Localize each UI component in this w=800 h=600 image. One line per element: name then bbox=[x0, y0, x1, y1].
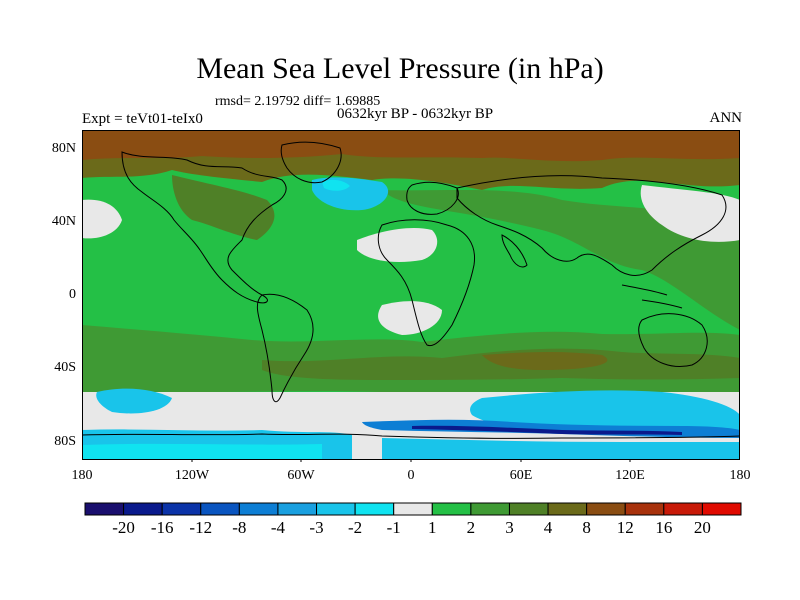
coast-india bbox=[501, 234, 528, 268]
colorbar-label: -16 bbox=[150, 518, 174, 537]
colorbar-label: -20 bbox=[112, 518, 135, 537]
coast-australia bbox=[638, 313, 708, 367]
field-atl-low-core bbox=[322, 179, 350, 191]
field-eurasia bbox=[382, 190, 740, 330]
experiment-label: Expt = teVt01-teIx0 bbox=[82, 111, 203, 127]
lat-label: 80N bbox=[51, 141, 76, 156]
colorbar-label: 3 bbox=[505, 518, 514, 537]
coast-antarctica bbox=[82, 433, 740, 439]
field-antarctica-east bbox=[382, 438, 740, 460]
lon-label: 120W bbox=[174, 468, 210, 483]
field-namerica bbox=[172, 175, 275, 240]
field-npac-east bbox=[640, 185, 740, 242]
colorbar-label: -2 bbox=[348, 518, 363, 537]
coast-north-america bbox=[121, 151, 287, 304]
coast-greenland bbox=[280, 141, 342, 184]
field-npac-west bbox=[82, 199, 122, 239]
colorbar-swatch bbox=[393, 502, 433, 516]
colorbar bbox=[84, 502, 742, 516]
stats-text: rmsd= 2.19792 diff= 1.69885 bbox=[215, 94, 381, 109]
colorbar-swatch bbox=[663, 502, 703, 516]
colorbar-swatch bbox=[123, 502, 163, 516]
colorbar-label: 16 bbox=[655, 518, 673, 537]
colorbar-swatch bbox=[316, 502, 356, 516]
map-plot bbox=[82, 130, 740, 462]
lon-label: 60W bbox=[287, 468, 315, 483]
lat-label: 40N bbox=[51, 214, 76, 229]
colorbar-label: 2 bbox=[466, 518, 476, 537]
colorbar-swatch bbox=[470, 502, 510, 516]
field-arctic-core bbox=[82, 130, 740, 162]
colorbar-label: -1 bbox=[386, 518, 401, 537]
colorbar-swatch bbox=[624, 502, 665, 516]
lon-label: 180 bbox=[71, 468, 93, 483]
lon-label: 120E bbox=[615, 468, 645, 483]
colorbar-swatch bbox=[84, 502, 125, 516]
field-satl bbox=[378, 301, 442, 335]
colorbar-swatch bbox=[354, 502, 395, 516]
lon-label: 180 bbox=[729, 468, 751, 483]
lat-label: 0 bbox=[69, 287, 76, 302]
field-antarctica-core bbox=[82, 443, 322, 460]
period-text: 0632kyr BP - 0632kyr BP bbox=[336, 106, 494, 122]
coast-africa bbox=[377, 219, 476, 347]
coast-asia bbox=[456, 175, 727, 276]
lat-label: 80S bbox=[54, 434, 76, 449]
colorbar-label: -4 bbox=[270, 518, 286, 537]
colorbar-swatch bbox=[277, 502, 318, 516]
colorbar-label: -8 bbox=[232, 518, 247, 537]
colorbar-label: 8 bbox=[582, 518, 591, 537]
colorbar-swatch bbox=[161, 502, 202, 516]
colorbar-swatch bbox=[200, 502, 240, 516]
field-south-dark bbox=[482, 351, 608, 370]
map-title: Mean Sea Level Pressure (in hPa) bbox=[196, 52, 604, 85]
colorbar-label: 12 bbox=[616, 518, 634, 537]
coast-south-america bbox=[256, 293, 314, 403]
field-ant-band bbox=[470, 390, 740, 430]
season-label: ANN bbox=[709, 110, 743, 126]
colorbar-label: -3 bbox=[309, 518, 324, 537]
coast-europe bbox=[406, 181, 459, 215]
colorbar-swatch bbox=[586, 502, 626, 516]
colorbar-swatch bbox=[508, 502, 549, 516]
field-sahara bbox=[357, 228, 438, 262]
field-ant-core bbox=[412, 425, 682, 435]
colorbar-swatch bbox=[701, 502, 742, 516]
lat-label: 40S bbox=[54, 360, 76, 375]
colorbar-swatch bbox=[238, 502, 279, 516]
colorbar-label: -12 bbox=[189, 518, 213, 537]
colorbar-label: 4 bbox=[543, 518, 553, 537]
lon-label: 60E bbox=[509, 468, 533, 483]
colorbar-swatch bbox=[547, 502, 588, 516]
coast-islands bbox=[621, 284, 683, 309]
field-spac-low bbox=[96, 388, 172, 414]
colorbar-swatch bbox=[431, 502, 472, 516]
colorbar-label: 1 bbox=[428, 518, 437, 537]
coastlines bbox=[82, 141, 740, 439]
colorbar-label: 20 bbox=[693, 518, 711, 537]
lon-label: 0 bbox=[407, 468, 415, 483]
